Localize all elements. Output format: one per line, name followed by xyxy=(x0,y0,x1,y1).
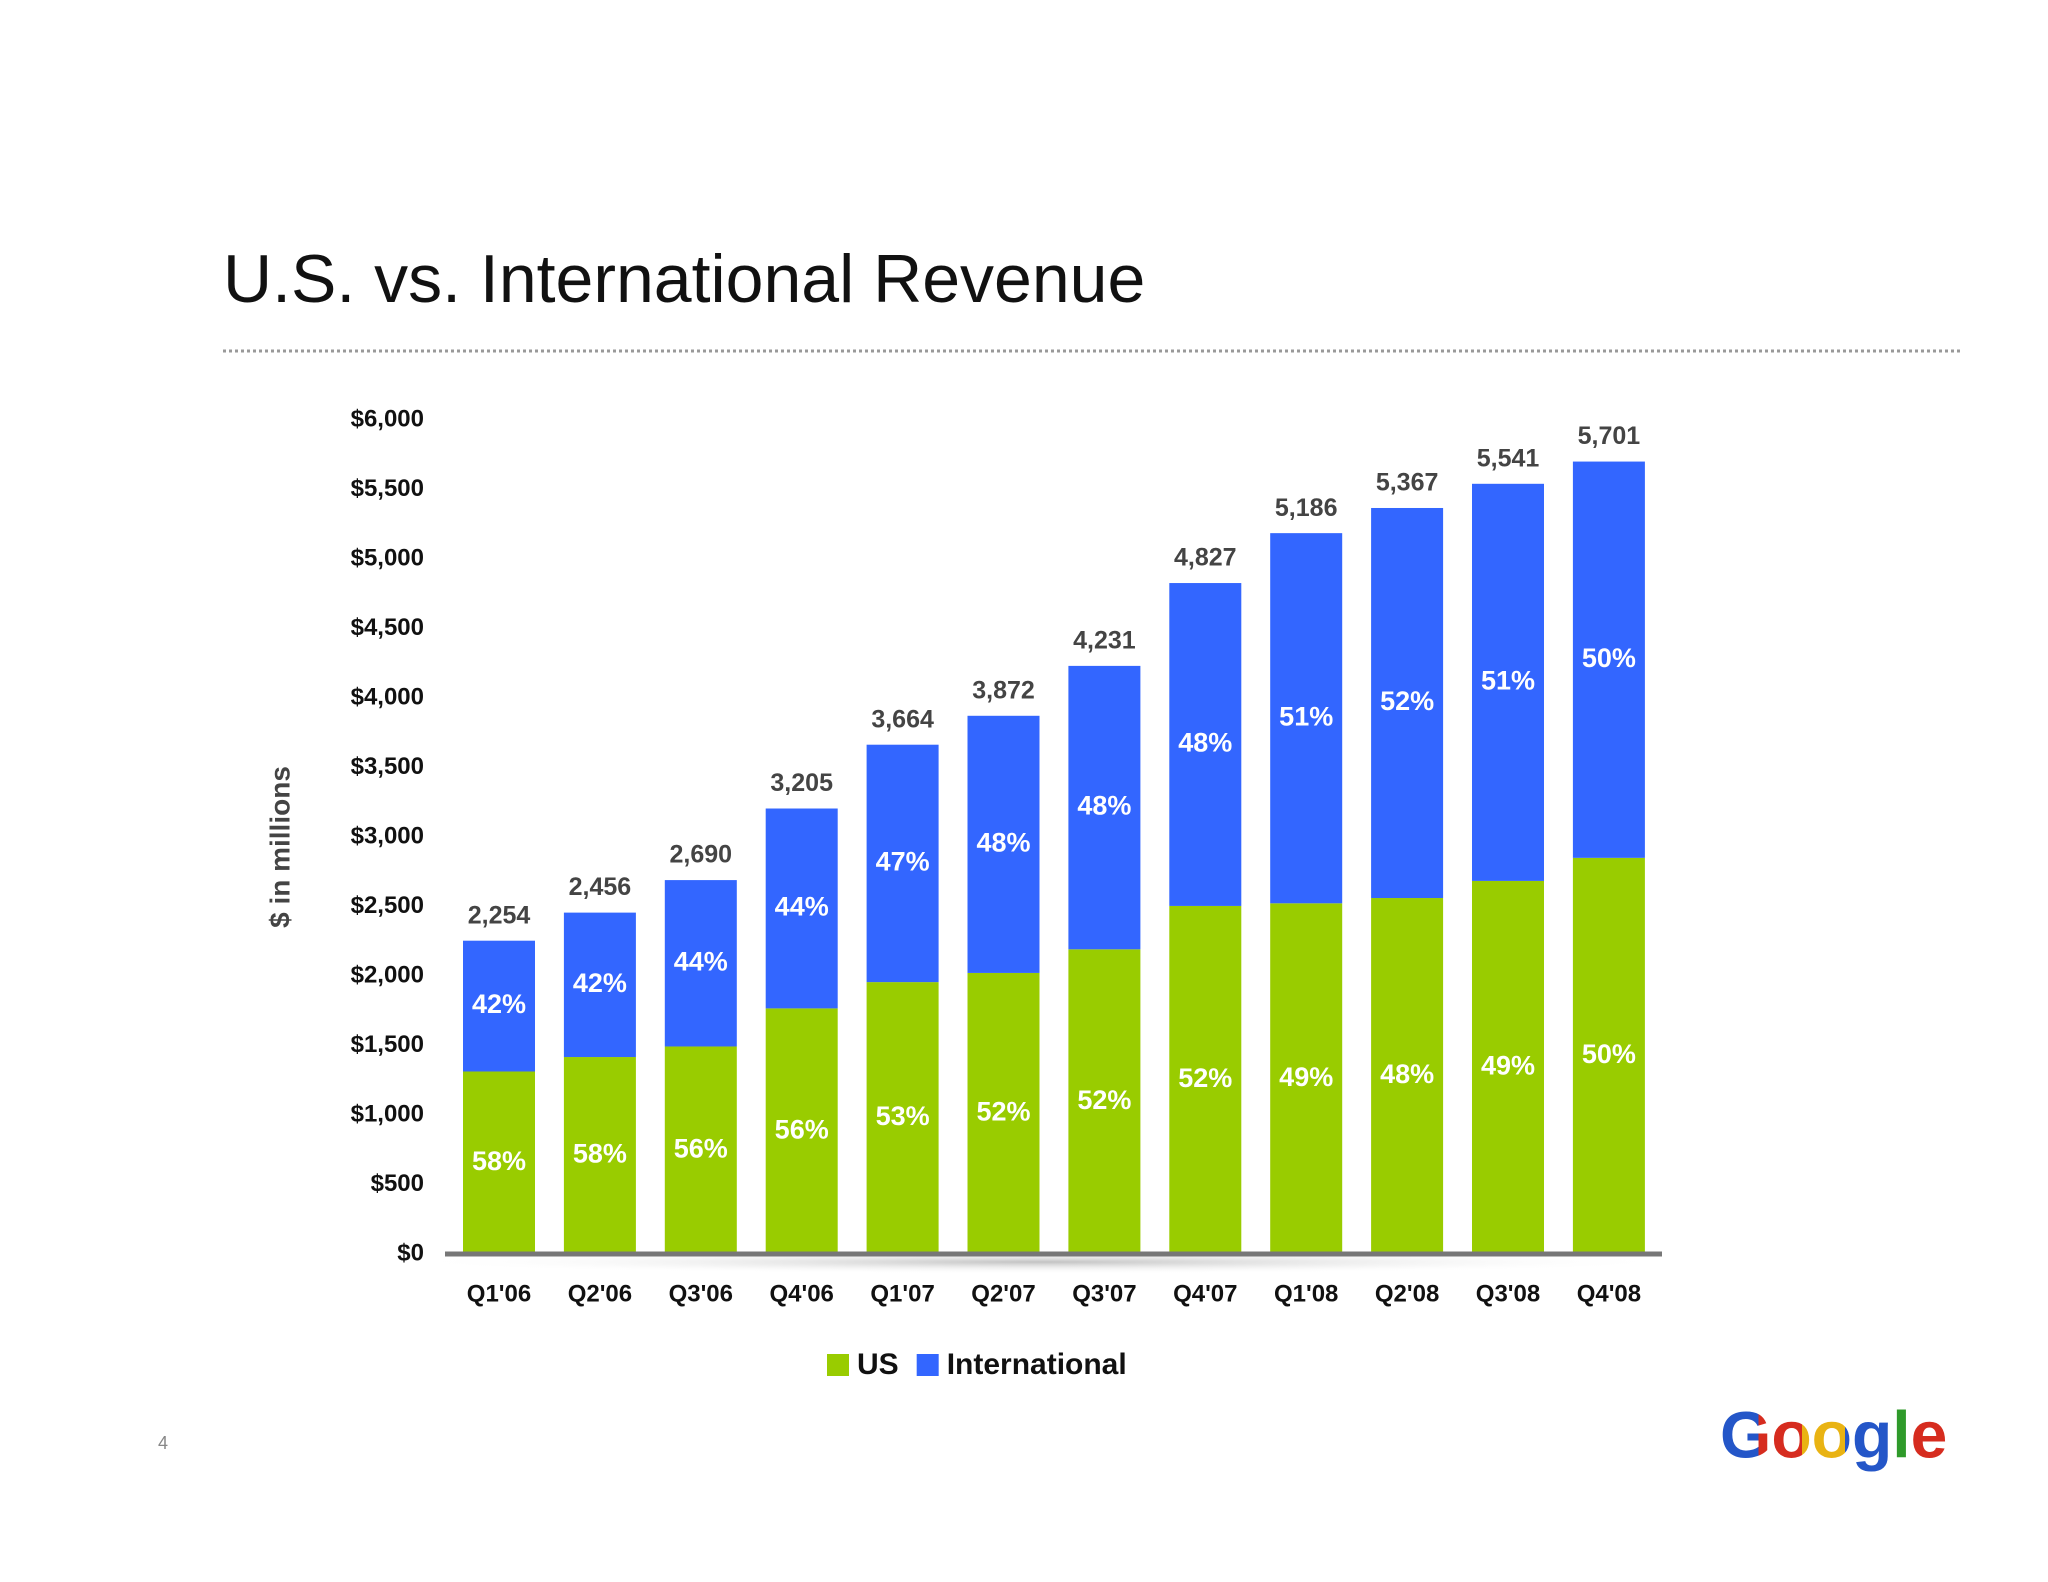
x-tick-label: Q3'07 xyxy=(1072,1280,1136,1307)
y-tick-label: $3,500 xyxy=(351,753,424,780)
y-tick-label: $3,000 xyxy=(351,822,424,849)
x-tick-label: Q3'06 xyxy=(669,1280,733,1307)
bar-segment xyxy=(967,715,1040,973)
bar-segment xyxy=(765,1008,838,1254)
share-label: 56% xyxy=(775,1114,829,1144)
total-label: 2,690 xyxy=(670,841,733,869)
legend-swatch xyxy=(827,1354,849,1376)
share-label: 52% xyxy=(1077,1085,1131,1115)
x-tick-label: Q4'07 xyxy=(1173,1280,1237,1307)
total-label: 4,231 xyxy=(1073,627,1136,655)
legend-swatch xyxy=(916,1354,939,1376)
bar-segment xyxy=(1169,905,1242,1254)
total-label: 2,456 xyxy=(569,873,632,901)
bar-segment xyxy=(563,912,636,1058)
page-number: 4 xyxy=(158,1433,168,1453)
y-tick-label: $4,500 xyxy=(351,614,424,641)
bar-segment xyxy=(1371,898,1444,1254)
bar-segment xyxy=(1472,483,1544,881)
bar-segment xyxy=(1270,533,1343,904)
share-label: 52% xyxy=(1380,686,1434,716)
legend-label: US xyxy=(857,1348,899,1381)
x-tick-label: Q1'08 xyxy=(1274,1280,1338,1307)
y-tick-label: $5,500 xyxy=(351,475,424,502)
y-tick-label: $2,000 xyxy=(351,961,424,988)
legend-label: International xyxy=(947,1348,1127,1381)
x-tick-label: Q3'08 xyxy=(1476,1280,1540,1307)
x-tick-label: Q2'06 xyxy=(568,1280,632,1307)
bar-segment xyxy=(1169,583,1242,906)
share-label: 49% xyxy=(1279,1062,1333,1092)
total-label: 3,205 xyxy=(770,769,833,797)
total-label: 5,701 xyxy=(1578,422,1641,450)
x-tick-label: Q4'08 xyxy=(1577,1280,1641,1307)
share-label: 58% xyxy=(573,1139,627,1169)
share-label: 48% xyxy=(1077,791,1131,821)
bar-segment xyxy=(463,1071,535,1254)
total-label: 5,367 xyxy=(1376,469,1439,497)
x-tick-label: Q1'06 xyxy=(467,1280,531,1307)
bar-segment xyxy=(765,808,838,1009)
share-label: 48% xyxy=(1178,728,1232,758)
share-label: 52% xyxy=(1178,1063,1232,1093)
bar-segment xyxy=(866,982,939,1254)
logo: Google xyxy=(1720,1397,1947,1471)
share-label: 42% xyxy=(573,968,627,998)
share-label: 44% xyxy=(674,946,728,976)
share-label: 50% xyxy=(1582,1039,1636,1069)
total-label: 2,254 xyxy=(468,901,531,929)
bar-segment xyxy=(1572,461,1645,858)
y-tick-label: $6,000 xyxy=(351,405,424,432)
y-tick-label: $4,000 xyxy=(351,683,424,710)
share-label: 53% xyxy=(876,1101,930,1131)
share-label: 42% xyxy=(472,989,526,1019)
bar-segment xyxy=(664,1046,737,1254)
y-tick-label: $5,000 xyxy=(351,544,424,571)
bar-segment xyxy=(866,744,939,983)
x-tick-label: Q2'08 xyxy=(1375,1280,1439,1307)
share-label: 58% xyxy=(472,1146,526,1176)
x-tick-label: Q1'07 xyxy=(870,1280,934,1307)
y-tick-label: $0 xyxy=(397,1239,424,1266)
share-label: 50% xyxy=(1582,643,1636,673)
bar-segment xyxy=(1572,857,1645,1254)
y-tick-label: $500 xyxy=(371,1170,424,1197)
bar-segment xyxy=(1068,665,1141,950)
total-label: 3,664 xyxy=(871,705,934,733)
total-label: 3,872 xyxy=(972,676,1035,704)
total-label: 5,541 xyxy=(1477,444,1540,472)
total-label: 4,827 xyxy=(1174,544,1237,572)
y-tick-label: $1,500 xyxy=(351,1031,424,1058)
share-label: 48% xyxy=(976,827,1030,857)
bar-segment xyxy=(563,1057,636,1254)
bar-segment xyxy=(1472,880,1544,1254)
bar-segment xyxy=(664,880,737,1047)
bar-segment xyxy=(463,940,535,1072)
bar-segment xyxy=(967,972,1040,1254)
x-tick-label: Q2'07 xyxy=(971,1280,1035,1307)
share-label: 49% xyxy=(1481,1051,1535,1081)
bar-segment xyxy=(1270,903,1343,1254)
x-tick-label: Q4'06 xyxy=(769,1280,833,1307)
share-label: 48% xyxy=(1380,1059,1434,1089)
share-label: 44% xyxy=(775,892,829,922)
share-label: 51% xyxy=(1481,665,1535,695)
total-label: 5,186 xyxy=(1275,494,1338,522)
share-label: 47% xyxy=(876,847,930,877)
y-tick-label: $1,000 xyxy=(351,1100,424,1127)
chart-title: U.S. vs. International Revenue xyxy=(223,241,1145,317)
share-label: 52% xyxy=(976,1097,1030,1127)
bar-segment xyxy=(1371,507,1444,899)
y-axis-title: $ in millions xyxy=(264,766,295,928)
share-label: 56% xyxy=(674,1133,728,1163)
y-tick-label: $2,500 xyxy=(351,892,424,919)
share-label: 51% xyxy=(1279,701,1333,731)
bar-segment xyxy=(1068,949,1141,1254)
